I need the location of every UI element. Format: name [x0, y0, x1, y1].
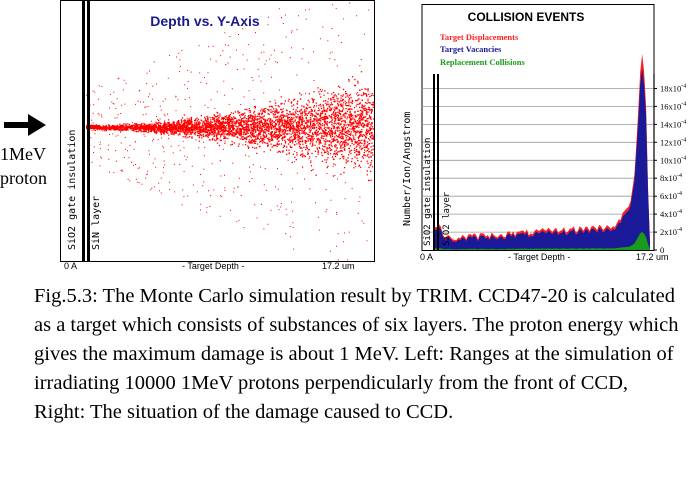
left-sin-label: SiN layer	[91, 196, 102, 250]
right-x-start: 0 A	[420, 252, 434, 262]
track-points	[86, 2, 375, 261]
y-tick-exponent: -4	[681, 137, 686, 143]
proton-arrow-icon	[4, 114, 46, 136]
y-tick-label: 4x10-4	[660, 209, 682, 219]
y-tick-label: 2x10-4	[660, 227, 682, 237]
legend-replacement-collisions: Replacement Collisions	[440, 57, 525, 67]
y-tick-exponent: -4	[681, 84, 686, 90]
proton-name-label: proton	[0, 168, 47, 188]
right-layer-line-1	[433, 74, 435, 250]
y-tick-exponent: -4	[681, 101, 686, 107]
y-tick-label: 12x10-4	[660, 137, 686, 147]
collision-events-chart: 18x10-4 16x10-4 14x10-4 12x10-4 10x10-4 8x10-…	[402, 4, 686, 256]
sio2-layer-line	[82, 1, 85, 261]
y-tick-label: 10x10-4	[660, 155, 686, 165]
y-tick-exponent: -4	[677, 227, 682, 233]
right-sio2-layer-label: SiO2 layer	[442, 191, 452, 246]
y-tick-labels: 18x10-4 16x10-4 14x10-4 12x10-4 10x10-4 8x10-…	[660, 84, 686, 256]
depth-vs-y-plot: Depth vs. Y-Axis SiO2 gate insulation Si…	[60, 0, 375, 262]
proton-tracks	[86, 2, 375, 261]
left-plot-title: Depth vs. Y-Axis	[150, 13, 260, 29]
y-tick-label: 8x10-4	[660, 173, 682, 183]
proton-label: 1MeV proton	[0, 142, 47, 190]
series-replacement-collisions	[435, 231, 650, 250]
y-tick-label: 6x10-4	[660, 191, 682, 201]
legend-target-displacements: Target Displacements	[440, 32, 519, 42]
right-x-label: - Target Depth -	[508, 252, 571, 262]
series-target-vacancies	[435, 68, 650, 250]
y-tick-label: 0	[660, 245, 664, 255]
left-x-end: 17.2 um	[322, 261, 355, 271]
right-sio2-label: SiO2 gate insulation	[423, 138, 433, 246]
y-tick-exponent: -4	[677, 209, 682, 215]
y-tick-label: 18x10-4	[660, 84, 686, 94]
right-chart-title: COLLISION EVENTS	[468, 10, 585, 24]
figure-caption: Fig.5.3: The Monte Carlo simulation resu…	[34, 285, 679, 423]
left-x-axis: 0 A - Target Depth - 17.2 um	[60, 261, 375, 275]
right-layer-line-2	[437, 74, 439, 250]
left-sio2-label: SiO2 gate insulation	[67, 130, 78, 250]
right-x-axis: 0 A - Target Depth - 17.2 um	[398, 252, 698, 266]
series-areas	[435, 53, 650, 251]
sin-layer-line	[87, 1, 90, 261]
left-x-label: - Target Depth -	[182, 261, 245, 271]
y-tick-label: 16x10-4	[660, 101, 686, 111]
left-x-start: 0 A	[64, 261, 78, 271]
y-tick-exponent: -4	[677, 173, 682, 179]
y-tick-exponent: -4	[681, 119, 686, 125]
right-y-axis-label: Number/Ion/Angstrom	[402, 112, 413, 226]
proton-energy-label: 1MeV	[0, 144, 46, 164]
y-tick-exponent: -4	[681, 155, 686, 161]
entry-beam	[86, 125, 100, 129]
y-tick-label: 14x10-4	[660, 119, 686, 129]
legend-target-vacancies: Target Vacancies	[440, 44, 502, 54]
y-tick-exponent: -4	[677, 191, 682, 197]
right-x-end: 17.2 um	[636, 252, 669, 262]
